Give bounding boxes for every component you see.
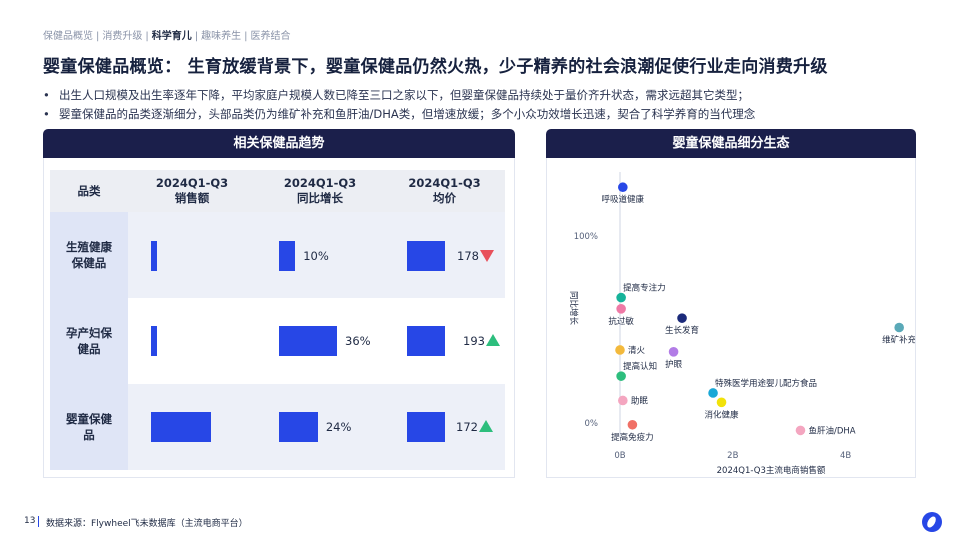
point-label: 呼吸道健康 [602, 194, 645, 205]
scatter-point [668, 347, 679, 357]
growth-value: 36% [345, 334, 371, 348]
y-tick-label: 0% [585, 419, 599, 429]
price-bar [407, 412, 445, 442]
point-label: 抗过敏 [608, 316, 634, 327]
segment-scatter-chart: 0% 100% 0B 2B 4B 2024Q1-Q3主流电商销售额 同比增长 呼吸道健康提高专… [547, 160, 915, 480]
bullet-item: 婴童保健品的品类逐渐细分，头部品类仍为维矿补充和鱼肝油/DHA类，但增速放缓；多… [43, 105, 755, 124]
scatter-point [708, 388, 718, 398]
breadcrumb-separator: | [145, 31, 149, 42]
scatter-svg: 0% 100% 0B 2B 4B 2024Q1-Q3主流电商销售额 同比增长 呼吸道健康提高专… [568, 172, 915, 476]
y-axis-label: 同比增长 [568, 291, 579, 326]
sales-bar [151, 412, 211, 442]
trend-down-icon [480, 250, 494, 262]
right-panel-header: 婴童保健品细分生态 [546, 129, 916, 158]
price-value: 178 [457, 249, 479, 263]
sales-bar [151, 241, 157, 271]
growth-bar [279, 412, 318, 442]
price-value: 172 [456, 420, 478, 434]
scatter-point [627, 419, 638, 430]
point-label: 消化健康 [705, 409, 740, 420]
point-label: 提高专注力 [623, 283, 666, 294]
row-category-label: 孕产妇保健品 [50, 298, 128, 384]
breadcrumb: 保健品概览 | 消费升级 | 科学育儿 | 趣味养生 | 医养结合 [43, 27, 291, 42]
page-number: 13 [24, 516, 36, 526]
table-header: 品类 2024Q1-Q3 销售额 2024Q1-Q3 同比增长 2024Q1-Q3 均… [50, 170, 505, 212]
point-label: 特殊医学用途婴儿配方食品 [715, 378, 817, 389]
point-label: 护眼 [665, 359, 683, 370]
price-bar [407, 241, 445, 271]
point-label: 鱼肝油/DHA [808, 425, 855, 436]
x-tick-label: 4B [840, 451, 851, 461]
breadcrumb-separator: | [194, 31, 199, 42]
point-label: 清火 [628, 345, 646, 356]
y-tick-label: 100% [574, 232, 598, 242]
footer-divider [38, 516, 39, 527]
point-label: 助眠 [631, 395, 649, 406]
trend-up-icon [479, 420, 493, 432]
scatter-point [616, 304, 626, 314]
x-tick-label: 2B [727, 451, 738, 461]
breadcrumb-separator: | [96, 31, 100, 42]
breadcrumb-item[interactable]: 消费升级 [102, 31, 143, 42]
scatter-point [677, 313, 687, 323]
breadcrumb-item[interactable]: 趣味养生 [201, 31, 242, 42]
price-value: 193 [463, 334, 485, 348]
table-row: 孕产妇保健品 36% 193 [50, 298, 505, 384]
sales-bar [151, 326, 157, 356]
point-label: 提高认知 [623, 361, 657, 372]
bullet-item: 出生人口规模及出生率逐年下降，平均家庭户规模人数已降至三口之家以下，但婴童保健品… [43, 86, 755, 105]
point-label: 生长发育 [665, 325, 699, 336]
column-header-sales: 2024Q1-Q3 销售额 [155, 176, 229, 205]
growth-bar [279, 241, 296, 271]
breadcrumb-item[interactable]: 保健品概览 [43, 31, 93, 42]
point-label: 提高免疫力 [611, 432, 654, 443]
breadcrumb-separator: | [244, 31, 248, 42]
page-title: 婴童保健品概览： 生育放缓背景下，婴童保健品仍然火热，少子精养的社会浪潮促使行业… [43, 57, 828, 77]
x-axis-label: 2024Q1-Q3主流电商销售额 [717, 465, 826, 476]
scatter-point [616, 371, 626, 381]
column-header-growth: 2024Q1-Q3 同比增长 [283, 176, 357, 205]
column-header-category: 品类 [77, 183, 101, 198]
right-panel-body [546, 158, 916, 478]
table-row: 婴童保健品 24% 172 [50, 384, 505, 470]
trend-up-icon [486, 334, 500, 346]
scatter-point [615, 345, 625, 355]
growth-value: 24% [325, 420, 352, 434]
scatter-point [795, 425, 806, 436]
data-source: 数据来源：Flywheel飞未数据库（主流电商平台） [46, 519, 248, 529]
scatter-point [894, 322, 904, 333]
x-tick-label: 0B [614, 451, 625, 461]
column-header-price: 2024Q1-Q3 均价 [408, 176, 481, 205]
flywheel-logo-icon [922, 512, 942, 532]
scatter-point [618, 395, 628, 406]
growth-value: 10% [303, 249, 329, 263]
breadcrumb-item[interactable]: 科学育儿 [151, 31, 192, 42]
price-bar [407, 326, 445, 356]
scatter-point [716, 397, 727, 408]
scatter-point [618, 182, 628, 193]
left-panel-header: 相关保健品趋势 [43, 129, 515, 158]
point-label: 维矿补充 [882, 335, 915, 346]
row-category-label: 生殖健康保健品 [50, 212, 128, 298]
breadcrumb-item[interactable]: 医养结合 [250, 31, 291, 42]
row-category-label: 婴童保健品 [50, 384, 128, 470]
table-row: 生殖健康保健品 10% 178 [50, 212, 505, 298]
scatter-point [616, 292, 626, 303]
growth-bar [279, 326, 337, 356]
summary-bullets: 出生人口规模及出生率逐年下降，平均家庭户规模人数已降至三口之家以下，但婴童保健品… [43, 86, 755, 124]
